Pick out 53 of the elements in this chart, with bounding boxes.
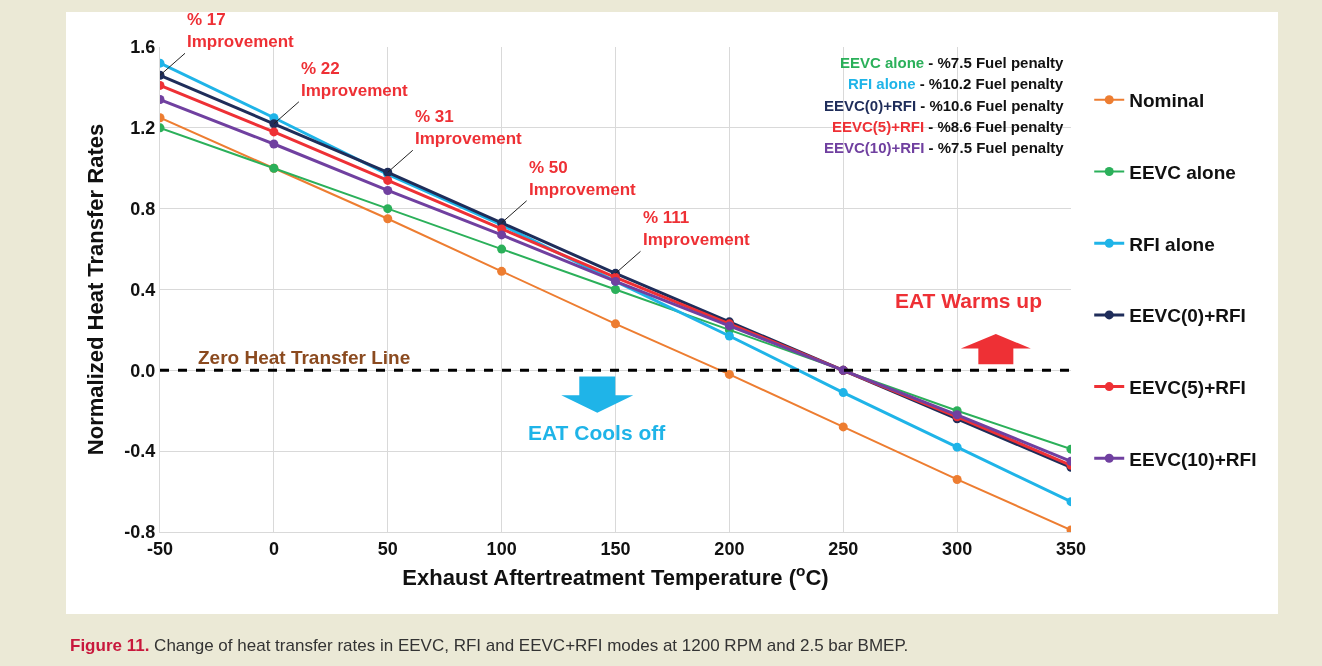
x-tick-label: 350: [1055, 538, 1087, 559]
x-tick-label: 200: [714, 538, 745, 559]
point: [383, 214, 393, 224]
y-tick-label: 1.6: [130, 37, 156, 58]
point: [724, 331, 734, 341]
caption: Figure 11. Change of heat transfer rates in EEVC, RFI and EEVC+RFI modes at 1200 RPM and 2.5 bar BMEP.: [70, 636, 909, 656]
annotation: EEVC(0)+RFI - %10.6 Fuel penalty: [824, 97, 1065, 114]
annotation: % 22 Improvement: [301, 59, 409, 101]
x-tick-label: 100: [486, 538, 517, 559]
point: [269, 127, 279, 137]
point: [269, 139, 279, 149]
x-tick-label: 50: [377, 538, 398, 559]
annotation: % 50 Improvement: [529, 158, 637, 200]
y-tick-label: -0.4: [124, 441, 156, 462]
legend-label: Nominal: [1129, 90, 1205, 112]
legend-label: EEVC(0)+RFI: [1129, 305, 1246, 327]
annotation: EAT Cools off: [528, 421, 667, 444]
y-tick-label: 1.2: [130, 118, 156, 139]
annotation: % 17 Improvement: [187, 10, 295, 52]
point: [611, 319, 620, 329]
y-tick-label: 0.8: [130, 198, 156, 219]
point: [497, 266, 507, 276]
point: [838, 388, 848, 398]
annotation: EEVC(5)+RFI - %8.6 Fuel penalty: [832, 118, 1064, 135]
y-axis-title: Normalized Heat Transfer Rates: [83, 123, 109, 456]
point: [838, 422, 848, 432]
y-tick-label: 0.0: [130, 360, 156, 381]
annotation: EEVC(10)+RFI - %7.5 Fuel penalty: [824, 139, 1065, 156]
point: [952, 442, 962, 452]
x-tick-label: 250: [828, 538, 859, 559]
ref-line-label: Zero Heat Transfer Line: [198, 347, 411, 368]
annotation: % 111 Improvement: [643, 208, 751, 250]
point: [383, 175, 393, 185]
legend-label: EEVC(10)+RFI: [1129, 448, 1257, 470]
legend-label: RFI alone: [1129, 233, 1215, 255]
legend-label: EEVC(5)+RFI: [1129, 377, 1246, 399]
annotation: EEVC alone - %7.5 Fuel penalty: [840, 54, 1065, 71]
point: [383, 204, 393, 214]
annotation: EAT Warms up: [895, 289, 1043, 312]
point: [497, 230, 507, 240]
x-tick-label: 0: [268, 538, 279, 559]
y-tick-label: 0.4: [130, 279, 156, 300]
point: [497, 244, 507, 254]
legend-label: EEVC alone: [1129, 161, 1236, 183]
x-tick-label: 300: [942, 538, 973, 559]
x-axis-title: Exhaust Aftertreatment Temperature ($^{o}$C): [402, 562, 829, 591]
x-tick-label: 150: [600, 538, 631, 559]
point: [952, 474, 962, 484]
annotation: RFI alone - %10.2 Fuel penalty: [848, 75, 1064, 92]
point: [724, 369, 734, 379]
point: [383, 185, 393, 195]
annotation: % 31 Improvement: [415, 107, 523, 149]
point: [611, 285, 620, 294]
